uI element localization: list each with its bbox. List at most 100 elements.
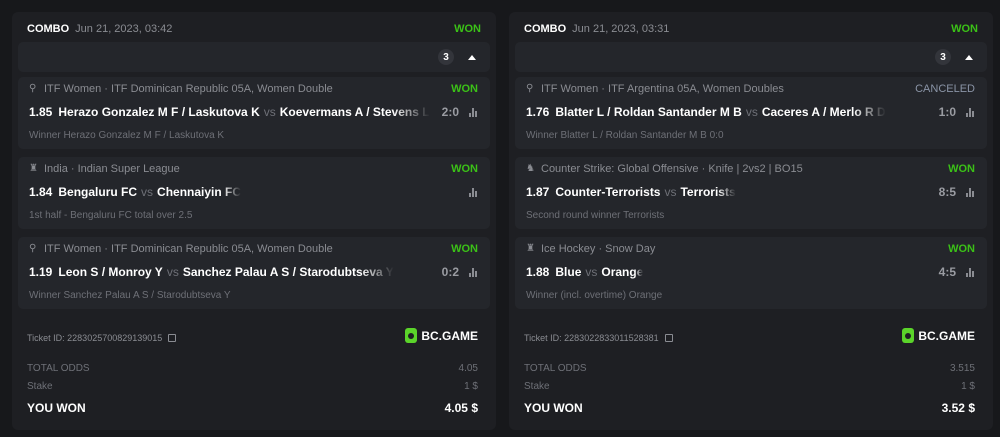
league: ITF Women · ITF Argentina 05A, Women Dou… [541,83,784,95]
vs-label: vs [263,105,276,119]
total-odds-label: TOTAL ODDS [524,363,587,374]
away-team: Terrorists [680,185,736,199]
away-team: Koevermans A / Stevens L [279,105,430,119]
collapse-icon[interactable] [965,54,973,60]
bet-status: WON [948,163,975,175]
bet-type: COMBO [524,23,567,35]
match-teams: Bengaluru FC vs Chennaiyin FC [58,185,241,199]
ticket-status: WON [951,23,978,35]
ticket-header: COMBO Jun 21, 2023, 03:31 WON [524,21,978,37]
copy-icon[interactable] [664,334,673,342]
bet-status: WON [451,163,478,175]
ticket-id: Ticket ID: 2283022833011528381 [524,333,659,343]
bet-market: Winner (incl. overtime) Orange [526,290,663,301]
stats-icon[interactable] [966,107,975,117]
vs-label: vs [166,265,179,279]
stats-icon[interactable] [966,267,975,277]
bet-item[interactable]: ⚲ ITF Women · ITF Dominican Republic 05A… [18,77,490,149]
ticket-status: WON [454,23,481,35]
bet-odds: 1.84 [29,185,53,199]
tennis-icon: ⚲ [526,83,534,94]
away-team: Chennaiyin FC [157,185,242,199]
bet-item[interactable]: ♜ Ice Hockey · Snow Day WON 1.88 Blue vs O… [515,237,987,309]
bet-date: Jun 21, 2023, 03:31 [572,23,670,35]
brand-logo: BC.GAME [902,328,975,343]
brand-name: BC.GAME [918,328,975,343]
bet-item[interactable]: ⚲ ITF Women · ITF Dominican Republic 05A… [18,237,490,309]
home-team: Blatter L / Roldan Santander M B [555,105,742,119]
tennis-icon: ⚲ [29,83,37,94]
stats-icon[interactable] [469,107,478,117]
bc-game-logo-icon [405,328,418,343]
bet-market: Second round winner Terrorists [526,210,665,221]
league: ITF Women · ITF Dominican Republic 05A, … [44,243,333,255]
league: Counter Strike: Global Offensive · Knife… [541,163,803,175]
ticket-id: Ticket ID: 2283025700829139015 [27,333,163,343]
bet-odds: 1.19 [29,265,53,279]
won-label: YOU WON [524,401,583,415]
home-team: Leon S / Monroy Y [58,265,163,279]
stats-icon[interactable] [966,187,975,197]
away-team: Orange [601,265,644,279]
bet-count-badge: 3 [438,49,454,65]
league: India · Indian Super League [44,163,180,175]
vs-label: vs [745,105,758,119]
copy-icon[interactable] [168,334,177,342]
total-odds-value: 3.515 [949,363,975,374]
won-label: YOU WON [27,401,86,415]
stake-value: 1 $ [464,381,478,392]
bet-item[interactable]: ♞ Counter Strike: Global Offensive · Kni… [515,157,987,229]
bet-odds: 1.88 [526,265,550,279]
bet-item[interactable]: ⚲ ITF Women · ITF Argentina 05A, Women D… [515,77,987,149]
bet-market: Winner Sanchez Palau A S / Starodubtseva… [29,290,231,301]
bet-status: WON [451,83,478,95]
bet-odds: 1.87 [526,185,550,199]
bet-type: COMBO [27,23,70,35]
brand-logo: BC.GAME [405,328,478,343]
total-odds-value: 4.05 [458,363,478,374]
match-score: 4:5 [938,265,956,279]
brand-name: BC.GAME [421,328,478,343]
home-team: Blue [555,265,582,279]
stake-value: 1 $ [961,381,975,392]
away-team: Sanchez Palau A S / Starodubtseva Y [182,265,394,279]
vs-label: vs [141,185,154,199]
bet-status: CANCELED [915,83,975,95]
home-team: Bengaluru FC [58,185,138,199]
collapse-bar[interactable]: 3 [515,42,987,72]
league: ITF Women · ITF Dominican Republic 05A, … [44,83,333,95]
ice-hockey-icon: ♜ [526,243,535,254]
stats-icon[interactable] [469,267,478,277]
bet-count-badge: 3 [935,49,951,65]
bet-market: Winner Blatter L / Roldan Santander M B … [526,130,724,141]
total-odds-label: TOTAL ODDS [27,363,90,374]
match-score: 8:5 [938,185,956,199]
match-score: 1:0 [938,105,956,119]
collapse-bar[interactable]: 3 [18,42,490,72]
bc-game-logo-icon [902,328,915,343]
bet-date: Jun 21, 2023, 03:42 [75,23,173,35]
bet-market: Winner Herazo Gonzalez M F / Laskutova K [29,130,225,141]
stake-label: Stake [27,381,53,392]
bet-odds: 1.85 [29,105,53,119]
stats-icon[interactable] [469,187,478,197]
collapse-icon[interactable] [468,54,476,60]
vs-label: vs [585,265,598,279]
bet-status: WON [948,243,975,255]
won-value: 4.05 $ [444,401,478,415]
away-team: Caceres A / Merlo R D [761,105,886,119]
bet-item[interactable]: ♜ India · Indian Super League WON 1.84 B… [18,157,490,229]
bet-market: 1st half - Bengaluru FC total over 2.5 [29,210,193,221]
won-value: 3.52 $ [941,401,975,415]
match-teams: Counter-Terrorists vs Terrorists [555,185,735,199]
bet-ticket: COMBO Jun 21, 2023, 03:31 WON 3 ⚲ ITF Wo… [509,12,993,430]
stake-label: Stake [524,381,550,392]
cricket-icon: ♜ [29,163,38,174]
home-team: Herazo Gonzalez M F / Laskutova K [58,105,260,119]
bet-odds: 1.76 [526,105,550,119]
tennis-icon: ⚲ [29,243,37,254]
bet-ticket: COMBO Jun 21, 2023, 03:42 WON 3 ⚲ ITF Wo… [12,12,496,430]
